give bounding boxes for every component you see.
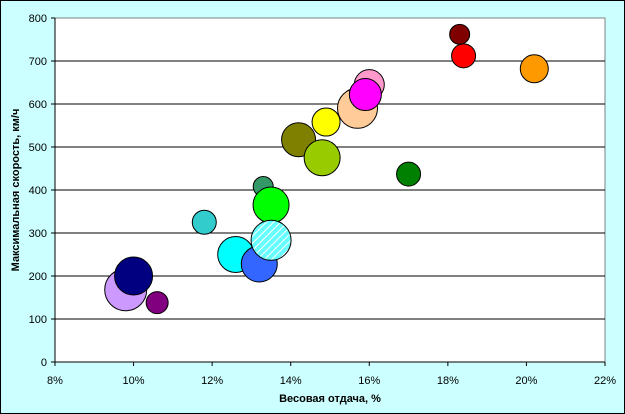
bubble (303, 139, 341, 177)
y-tick-label: 800 (29, 13, 47, 25)
y-tick-label: 200 (29, 271, 47, 283)
y-axis-label: Максимальная скорость, км/ч (10, 109, 22, 272)
axes (51, 17, 606, 366)
x-tick-label: 20% (515, 375, 537, 387)
bubble (250, 219, 292, 261)
bubble (396, 161, 422, 187)
x-tick-label: 14% (280, 375, 302, 387)
bubble (348, 78, 382, 112)
x-tick-label: 10% (123, 375, 145, 387)
x-tick-label: 16% (358, 375, 380, 387)
bubble (449, 23, 471, 45)
y-tick-label: 700 (29, 56, 47, 68)
y-tick-label: 500 (29, 142, 47, 154)
bubble (519, 54, 549, 84)
x-tick-labels: 8% 10% 12% 14% 16% 18% 20% 22% (47, 375, 616, 387)
bubble (451, 43, 477, 69)
x-tick-label: 8% (47, 375, 63, 387)
x-tick-label: 12% (201, 375, 223, 387)
bubble (311, 107, 341, 137)
y-tick-label: 600 (29, 99, 47, 111)
bubbles (104, 23, 549, 315)
x-tick-label: 18% (437, 375, 459, 387)
y-tick-label: 400 (29, 185, 47, 197)
y-tick-label: 300 (29, 228, 47, 240)
bubble (191, 209, 217, 235)
bubble (252, 186, 290, 224)
y-tick-label: 0 (41, 357, 47, 369)
bubble (114, 256, 154, 296)
x-axis-label: Весовая отдача, % (279, 393, 381, 405)
y-tick-label: 100 (29, 314, 47, 326)
y-tick-labels: 0 100 200 300 400 500 600 700 800 (29, 13, 47, 369)
bubble (145, 291, 169, 315)
x-tick-label: 22% (594, 375, 616, 387)
